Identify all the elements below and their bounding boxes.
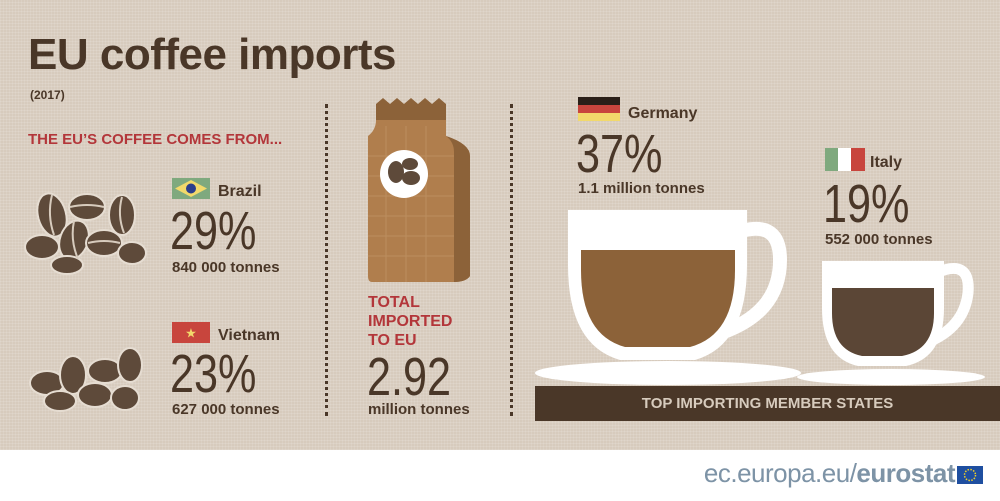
footer-brand: eurostat	[856, 458, 955, 488]
member-share: 19%	[823, 174, 910, 234]
member-share: 37%	[576, 124, 663, 184]
member-country: Italy	[870, 154, 903, 171]
origin-share: 29%	[170, 201, 257, 261]
total-label: TOTAL IMPORTED TO EU	[368, 294, 453, 349]
member-volume: 552 000 tonnes	[825, 231, 933, 248]
page-title: EU coffee imports	[28, 30, 397, 79]
top-importing-banner: TOP IMPORTING MEMBER STATES	[535, 386, 1000, 421]
member-country: Germany	[628, 105, 698, 122]
brazil-flag	[172, 178, 210, 199]
member-volume: 1.1 million tonnes	[578, 180, 705, 197]
total-value: 2.92	[367, 347, 452, 407]
total-unit: million tonnes	[368, 401, 470, 418]
coffee-beans-icon	[24, 192, 147, 275]
vietnam-flag: ★	[172, 322, 210, 343]
svg-text:★: ★	[185, 326, 197, 341]
origin-country: Vietnam	[218, 327, 280, 344]
coffee-bag-icon	[368, 98, 470, 282]
origin-share: 23%	[170, 344, 257, 404]
germany-coffee-cup-icon	[535, 210, 801, 385]
eu-flag-icon	[957, 466, 983, 484]
origin-heading: THE EU’S COFFEE COMES FROM...	[28, 131, 283, 148]
germany-flag	[578, 97, 620, 121]
coffee-beans-icon	[29, 347, 143, 412]
footer-domain: ec.europa.eu/	[703, 458, 857, 488]
origin-volume: 840 000 tonnes	[172, 259, 280, 276]
year-label: (2017)	[30, 88, 65, 102]
italy-coffee-cup-icon	[797, 261, 985, 385]
dotted-divider	[325, 104, 328, 416]
origin-volume: 627 000 tonnes	[172, 401, 280, 418]
eurostat-footer-link[interactable]: ec.europa.eu/eurostat	[703, 458, 956, 489]
origin-country: Brazil	[218, 183, 262, 200]
infographic-background	[0, 0, 1000, 450]
dotted-divider	[510, 104, 513, 416]
italy-flag	[825, 148, 865, 171]
